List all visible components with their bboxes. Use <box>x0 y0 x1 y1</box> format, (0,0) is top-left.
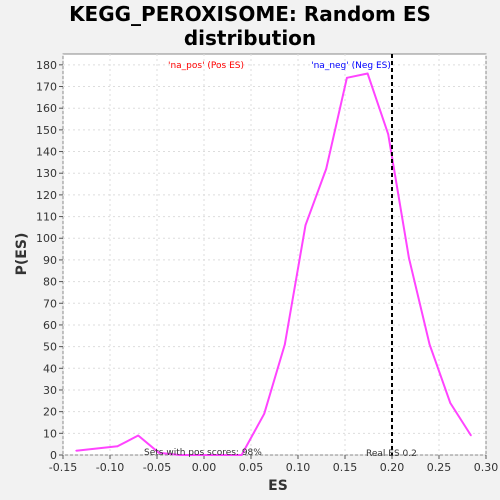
data-point <box>408 257 410 259</box>
data-point <box>470 435 472 437</box>
y-tick-label: 20 <box>43 406 57 419</box>
data-point <box>263 413 265 415</box>
y-tick-label: 110 <box>36 211 57 224</box>
data-point <box>387 133 389 135</box>
annotation-neg-es: 'na_neg' (Neg ES) <box>311 61 391 71</box>
y-axis-label: P(ES) <box>14 233 30 276</box>
data-point <box>367 73 369 75</box>
y-tick-label: 130 <box>36 167 57 180</box>
x-tick-label: -0.10 <box>96 461 124 474</box>
annotation-pos-es: 'na_pos' (Pos ES) <box>168 61 244 71</box>
annotation-sets-pos: Sets with pos scores: 98% <box>144 448 262 458</box>
y-tick-label: 180 <box>36 59 57 72</box>
y-tick-label: 10 <box>43 427 57 440</box>
y-tick-label: 60 <box>43 319 57 332</box>
data-point <box>325 168 327 170</box>
data-point <box>284 344 286 346</box>
x-axis-label: ES <box>268 478 288 494</box>
y-tick-label: 140 <box>36 146 57 159</box>
y-tick-label: 90 <box>43 254 57 267</box>
data-point <box>117 446 119 448</box>
x-tick-label: 0.25 <box>427 461 452 474</box>
plot-area <box>63 54 486 455</box>
real-es-label: Real ES 0.2 <box>366 449 417 459</box>
x-axis-ticks: -0.15 -0.10 -0.05 0.00 0.05 0.10 0.15 0.20 0.25 0… <box>49 455 498 474</box>
x-tick-label: -0.05 <box>143 461 171 474</box>
y-tick-label: 70 <box>43 297 57 310</box>
y-tick-label: 80 <box>43 276 57 289</box>
y-tick-label: 40 <box>43 362 57 375</box>
x-tick-label: 0.15 <box>333 461 358 474</box>
data-point <box>75 450 77 452</box>
data-point <box>305 224 307 226</box>
data-point <box>449 402 451 404</box>
y-tick-label: 120 <box>36 189 57 202</box>
x-tick-label: 0.30 <box>474 461 499 474</box>
y-tick-label: 160 <box>36 102 57 115</box>
x-tick-label: 0.05 <box>239 461 264 474</box>
x-tick-label: -0.15 <box>49 461 77 474</box>
y-tick-label: 0 <box>50 449 57 462</box>
x-tick-label: 0.00 <box>192 461 217 474</box>
data-point <box>346 77 348 79</box>
y-tick-label: 150 <box>36 124 57 137</box>
data-point <box>137 435 139 437</box>
y-tick-label: 30 <box>43 384 57 397</box>
y-tick-label: 100 <box>36 232 57 245</box>
y-axis-ticks: 0 10 20 30 40 50 60 70 80 90 100 110 120 130 140 150 160… <box>36 59 63 462</box>
data-point <box>429 344 431 346</box>
x-tick-label: 0.10 <box>286 461 311 474</box>
y-tick-label: 50 <box>43 341 57 354</box>
data-point <box>96 448 98 450</box>
y-tick-label: 170 <box>36 81 57 94</box>
x-tick-label: 0.20 <box>380 461 405 474</box>
